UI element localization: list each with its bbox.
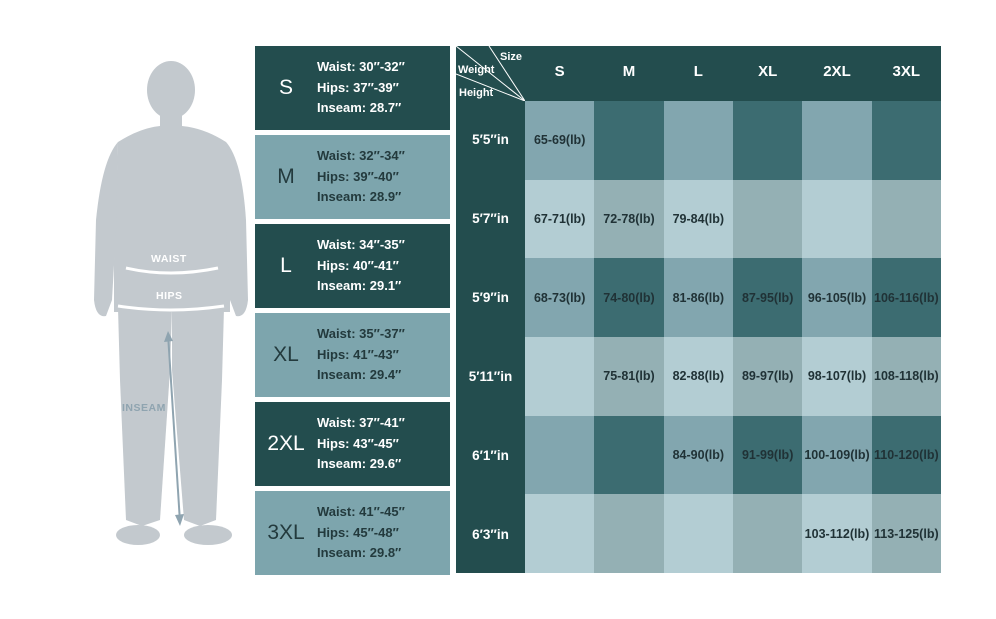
size-row-s: S Waist: 30″-32″ Hips: 37″-39″ Inseam: 2… bbox=[255, 46, 450, 130]
weight-cell: 106-116(lb) bbox=[871, 258, 941, 337]
weight-cell bbox=[594, 415, 664, 495]
waist-range: Waist: 32″-34″ bbox=[317, 148, 405, 164]
weight-axis-label: Weight bbox=[458, 64, 495, 76]
inseam-length: Inseam: 29.4″ bbox=[317, 367, 402, 383]
inseam-length: Inseam: 29.1″ bbox=[317, 278, 402, 294]
table-corner: Size Weight Height bbox=[456, 46, 525, 101]
column-header: M bbox=[622, 63, 636, 80]
weight-cell: 84-90(lb) bbox=[663, 415, 733, 495]
weight-cell bbox=[733, 494, 803, 573]
height-weight-size-table: Size Weight Height S M L XL 2XL 3XL 5′5″… bbox=[456, 46, 941, 573]
size-measurement-list: S Waist: 30″-32″ Hips: 37″-39″ Inseam: 2… bbox=[255, 46, 450, 580]
hips-range: Hips: 43″-45″ bbox=[317, 435, 399, 451]
row-header: 5′7″in bbox=[472, 211, 509, 226]
weight-grid: 65-69(lb) 67-71(lb) 72-78(lb) 79-84(lb) 68-7… bbox=[525, 101, 941, 573]
weight-cell bbox=[871, 179, 941, 259]
size-row-2xl: 2XL Waist: 37″-41″ Hips: 43″-45″ Inseam:… bbox=[255, 402, 450, 486]
column-header: 3XL bbox=[892, 63, 921, 80]
size-details: Waist: 34″-35″ Hips: 40″-41″ Inseam: 29.… bbox=[317, 235, 405, 297]
weight-cell: 91-99(lb) bbox=[733, 415, 803, 495]
weight-cell: 79-84(lb) bbox=[663, 179, 733, 259]
size-row-l: L Waist: 34″-35″ Hips: 40″-41″ Inseam: 2… bbox=[255, 224, 450, 308]
weight-cell: 108-118(lb) bbox=[871, 337, 941, 416]
inseam-length: Inseam: 29.8″ bbox=[317, 545, 402, 561]
size-name: L bbox=[280, 254, 292, 277]
weight-cell: 103-112(lb) bbox=[802, 494, 872, 573]
size-axis-label: Size bbox=[500, 51, 523, 63]
weight-cell bbox=[663, 101, 733, 180]
column-header: XL bbox=[758, 63, 778, 80]
waist-range: Waist: 30″-32″ bbox=[317, 59, 405, 75]
weight-cell: 96-105(lb) bbox=[802, 258, 872, 337]
size-row-3xl: 3XL Waist: 41″-45″ Hips: 45″-48″ Inseam:… bbox=[255, 491, 450, 575]
row-header: 6′3″in bbox=[472, 527, 509, 542]
weight-cell bbox=[525, 415, 595, 495]
waist-range: Waist: 37″-41″ bbox=[317, 415, 405, 431]
size-details: Waist: 41″-45″ Hips: 45″-48″ Inseam: 29.… bbox=[317, 502, 405, 564]
hips-label: HIPS bbox=[156, 290, 183, 302]
hips-range: Hips: 39″-40″ bbox=[317, 168, 399, 184]
row-header: 5′9″in bbox=[472, 290, 509, 305]
size-column-headers: S M L XL 2XL 3XL bbox=[525, 46, 941, 101]
weight-cell bbox=[802, 101, 872, 180]
weight-cell: 72-78(lb) bbox=[594, 179, 664, 259]
weight-cell bbox=[871, 101, 941, 180]
inseam-label: INSEAM bbox=[122, 402, 166, 414]
size-details: Waist: 37″-41″ Hips: 43″-45″ Inseam: 29.… bbox=[317, 413, 405, 475]
hips-range: Hips: 37″-39″ bbox=[317, 79, 399, 95]
weight-cell bbox=[802, 179, 872, 259]
weight-cell bbox=[733, 179, 803, 259]
weight-cell: 100-109(lb) bbox=[802, 415, 872, 495]
size-name: XL bbox=[273, 343, 299, 366]
size-details: Waist: 32″-34″ Hips: 39″-40″ Inseam: 28.… bbox=[317, 146, 405, 208]
size-details: Waist: 35″-37″ Hips: 41″-43″ Inseam: 29.… bbox=[317, 324, 405, 386]
inseam-length: Inseam: 29.6″ bbox=[317, 456, 402, 472]
size-name: S bbox=[278, 76, 293, 99]
weight-cell: 113-125(lb) bbox=[871, 494, 941, 573]
weight-cell: 82-88(lb) bbox=[663, 337, 733, 416]
size-row-m: M Waist: 32″-34″ Hips: 39″-40″ Inseam: 2… bbox=[255, 135, 450, 219]
height-axis-label: Height bbox=[459, 87, 494, 99]
weight-cell: 98-107(lb) bbox=[802, 337, 872, 416]
weight-cell: 68-73(lb) bbox=[525, 258, 595, 337]
height-row-headers: 5′5″in 5′7″in 5′9″in 5′11″in 6′1″in 6′3″… bbox=[456, 101, 525, 573]
waist-range: Waist: 35″-37″ bbox=[317, 326, 405, 342]
weight-cell: 110-120(lb) bbox=[871, 415, 941, 495]
human-silhouette-icon bbox=[94, 61, 248, 545]
weight-cell: 74-80(lb) bbox=[594, 258, 664, 337]
weight-cell bbox=[594, 101, 664, 180]
size-name: M bbox=[277, 165, 295, 188]
diagonal-divider-icon bbox=[456, 46, 525, 101]
size-name: 2XL bbox=[267, 432, 305, 455]
inseam-length: Inseam: 28.9″ bbox=[317, 189, 402, 205]
waist-label: WAIST bbox=[151, 253, 187, 265]
size-name: 3XL bbox=[267, 521, 305, 544]
size-row-xl: XL Waist: 35″-37″ Hips: 41″-43″ Inseam: … bbox=[255, 313, 450, 397]
column-header: S bbox=[554, 63, 565, 80]
weight-cell: 81-86(lb) bbox=[663, 258, 733, 337]
column-header: 2XL bbox=[823, 63, 851, 80]
row-header: 6′1″in bbox=[472, 448, 509, 463]
weight-cell: 75-81(lb) bbox=[594, 337, 664, 416]
weight-cell bbox=[594, 494, 664, 573]
weight-cell: 65-69(lb) bbox=[525, 101, 595, 180]
size-details: Waist: 30″-32″ Hips: 37″-39″ Inseam: 28.… bbox=[317, 57, 405, 119]
weight-cell bbox=[663, 494, 733, 573]
weight-cell: 87-95(lb) bbox=[733, 258, 803, 337]
hips-range: Hips: 45″-48″ bbox=[317, 524, 399, 540]
row-header: 5′11″in bbox=[468, 369, 513, 384]
row-header: 5′5″in bbox=[472, 132, 509, 147]
hips-range: Hips: 40″-41″ bbox=[317, 257, 399, 273]
hips-range: Hips: 41″-43″ bbox=[317, 346, 399, 362]
weight-cell bbox=[525, 337, 595, 416]
weight-cell: 67-71(lb) bbox=[525, 179, 595, 259]
waist-range: Waist: 34″-35″ bbox=[317, 237, 405, 253]
inseam-length: Inseam: 28.7″ bbox=[317, 100, 402, 116]
weight-cell bbox=[525, 494, 595, 573]
column-header: L bbox=[693, 63, 703, 80]
weight-cell bbox=[733, 101, 803, 180]
waist-range: Waist: 41″-45″ bbox=[317, 504, 405, 520]
measurement-figure: WAIST HIPS INSEAM bbox=[80, 50, 260, 580]
weight-cell: 89-97(lb) bbox=[733, 337, 803, 416]
